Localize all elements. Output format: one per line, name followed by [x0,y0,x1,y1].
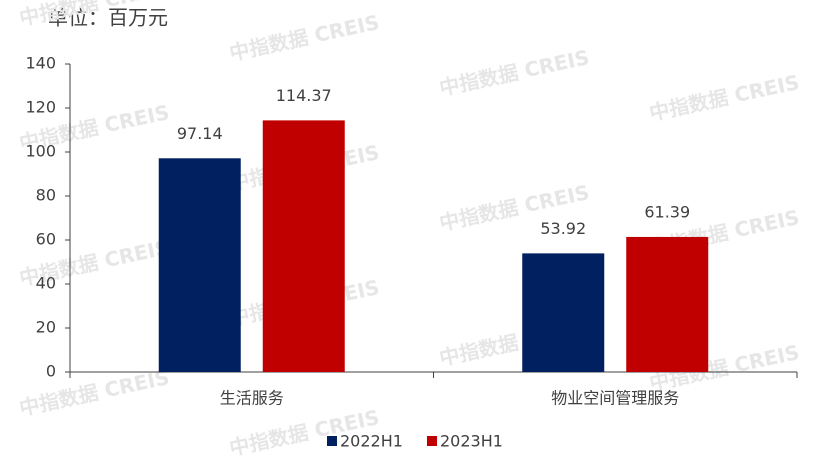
y-tick-label: 20 [36,318,56,337]
y-tick-label: 40 [36,274,56,293]
chart-title: 单位：百万元 [48,6,168,30]
y-tick-label: 0 [46,362,56,381]
legend-label: 2022H1 [340,432,403,451]
watermark: 中指数据 CREIS [17,365,171,420]
data-label: 53.92 [540,219,586,238]
bar [158,158,241,372]
data-label: 114.37 [276,86,332,105]
y-tick-label: 60 [36,230,56,249]
legend-swatch [327,436,337,446]
y-tick-label: 80 [36,186,56,205]
y-tick-label: 100 [25,142,56,161]
watermark: 中指数据 CREIS [437,45,591,100]
x-tick-label: 生活服务 [220,389,284,408]
y-tick-label: 120 [25,98,56,117]
data-label: 97.14 [177,124,223,143]
bar [262,120,345,372]
bar [522,253,605,372]
legend-label: 2023H1 [440,432,503,451]
watermark: 中指数据 CREIS [647,70,801,125]
watermark: 中指数据 CREIS [227,10,381,65]
legend-swatch [427,436,437,446]
y-tick-label: 140 [25,54,56,73]
data-label: 61.39 [644,202,690,221]
x-tick-label: 物业空间管理服务 [551,389,679,408]
bar [626,236,709,372]
